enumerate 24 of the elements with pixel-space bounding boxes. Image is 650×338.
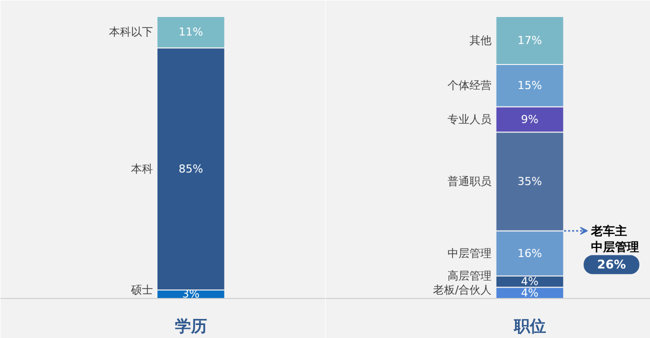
data-label: 15% [518, 79, 542, 92]
data-label: 85% [178, 162, 204, 176]
data-label: 17% [518, 34, 542, 47]
series-label: 普通职员 [448, 174, 492, 188]
series-label: 高层管理 [448, 269, 492, 282]
data-label: 16% [518, 246, 542, 260]
text: 26% [597, 258, 626, 272]
series-label: 其他 [470, 34, 492, 47]
text: 老车主 [590, 224, 628, 238]
text: 中层管理 [591, 240, 640, 254]
data-label: 11% [178, 26, 204, 39]
data-label: 4% [521, 286, 539, 300]
series-label: 中层管理 [448, 246, 492, 260]
series-label: 个体经营 [448, 79, 492, 92]
series-label: 硕士 [130, 284, 153, 297]
data-label: 35% [518, 174, 542, 188]
series-label: 本科以下 [108, 26, 153, 39]
data-label: 9% [521, 112, 539, 126]
x-tick-label: 职位 [512, 316, 546, 336]
series-label: 老板/合伙人 [433, 284, 492, 297]
x-tick-label: 学历 [174, 316, 207, 336]
data-label: 4% [521, 275, 539, 288]
series-label: 专业人员 [448, 112, 492, 126]
series-label: 本科 [130, 162, 153, 176]
